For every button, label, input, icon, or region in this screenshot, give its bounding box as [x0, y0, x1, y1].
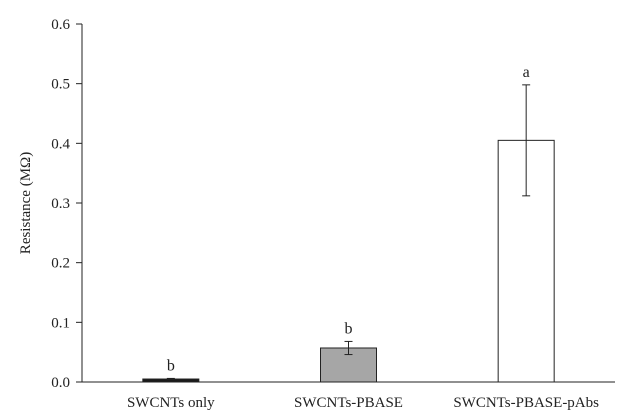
- y-tick-label: 0.4: [51, 136, 70, 152]
- y-tick-label: 0.6: [51, 17, 70, 33]
- bars: b b a: [142, 64, 555, 383]
- significance-label: b: [345, 320, 353, 337]
- y-axis-title: Resistance (MΩ): [18, 152, 34, 254]
- significance-label: b: [167, 357, 175, 374]
- y-tick-label: 0.2: [51, 256, 70, 272]
- y-tick-label: 0.0: [51, 375, 70, 391]
- x-tick-label: SWCNTs-PBASE: [294, 395, 403, 411]
- x-tick-label: SWCNTs-PBASE-pAbs: [453, 395, 599, 411]
- y-tick-label: 0.3: [51, 196, 70, 212]
- y-axis: 0.0 0.1 0.2 0.3 0.4 0.5 0.6: [51, 17, 83, 391]
- y-tick-label: 0.1: [51, 315, 70, 331]
- x-tick-label: SWCNTs only: [127, 395, 215, 411]
- y-tick-label: 0.5: [51, 77, 70, 93]
- x-axis: SWCNTs only SWCNTs-PBASE SWCNTs-PBASE-pAbs: [82, 381, 615, 411]
- significance-label: a: [523, 64, 530, 81]
